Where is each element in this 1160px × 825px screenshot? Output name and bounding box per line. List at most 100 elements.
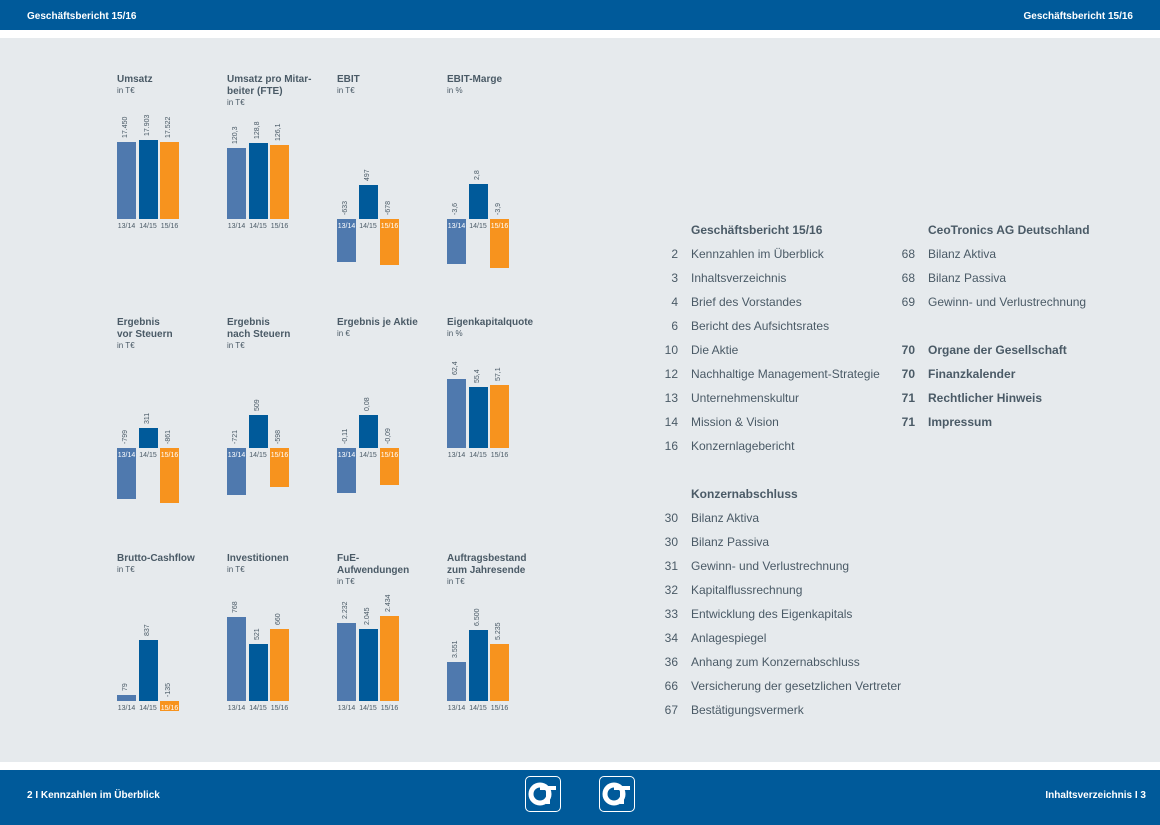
chart-title-line: EBIT [337, 74, 360, 85]
value-label: 62,4 [452, 361, 459, 376]
chart-title: EBIT-Marge in % [447, 74, 502, 96]
toc-heading: CeoTronics AG Deutschland [928, 223, 1090, 237]
kpi-chart: Ergebnis nach Steuern in T€ [227, 317, 332, 517]
value-label: -799 [122, 429, 129, 444]
bar-13-14 [337, 622, 356, 701]
chart-title: Ergebnis nach Steuern in T€ [227, 317, 290, 351]
value-label: 128,8 [253, 121, 261, 139]
value-label: 5.235 [495, 622, 502, 640]
toc-page-number: 68 [901, 247, 915, 261]
footer-bar: 2 I Kennzahlen im Überblick Inhaltsverze… [0, 770, 1160, 825]
toc-page-number: 16 [664, 439, 678, 453]
category-label: 14/15 [469, 452, 487, 459]
value-label: 497 [363, 169, 371, 181]
toc-page-number: 3 [671, 271, 678, 285]
bar-15-16 [380, 615, 399, 701]
toc-item-title: Bestätigungsvermerk [691, 703, 804, 717]
kpi-chart: EBIT in T€ [337, 74, 442, 274]
bar-14-15 [138, 639, 158, 701]
content-panel [0, 38, 1160, 762]
toc-page-number: 68 [901, 271, 915, 285]
bar-13-14 [227, 617, 246, 701]
bar-15-16 [490, 219, 509, 268]
bar-13-14 [117, 142, 136, 219]
value-label: 126,1 [275, 123, 282, 141]
category-label: 15/16 [380, 705, 399, 712]
bar-13-14 [447, 219, 466, 264]
chart-title: Eigenkapitalquote in % [447, 317, 533, 339]
toc-page-number: 71 [901, 391, 915, 405]
category-label: 13/14 [227, 452, 246, 459]
bar-14-15 [358, 629, 378, 701]
category-label: 14/15 [249, 223, 267, 230]
toc-item-title: Kapitalflussrechnung [691, 583, 803, 597]
value-label: 17.522 [165, 116, 172, 138]
bar-14-15 [138, 428, 158, 448]
ceotronics-logo-icon [525, 776, 561, 812]
chart-title: Investitionen in T€ [227, 553, 289, 575]
chart-title-line: vor Steuern [117, 329, 173, 340]
bar-15-16 [380, 448, 399, 486]
toc-page-number: 66 [664, 679, 678, 693]
value-label: 837 [143, 624, 151, 636]
toc-page-number: 70 [901, 367, 915, 381]
bar-14-15 [138, 140, 158, 219]
header-left-title: Geschäftsbericht 15/16 [27, 11, 137, 22]
toc-item-title: Mission & Vision [691, 415, 779, 429]
toc-item-title: Versicherung der gesetzlichen Vertreter [691, 679, 902, 693]
kpi-chart: Umsatz pro Mitar-beiter (FTE) in T€ [227, 74, 332, 274]
chart-title: Ergebnis je Aktie in € [337, 317, 418, 339]
bar-13-14 [447, 379, 466, 448]
toc-item-title: Die Aktie [691, 343, 739, 357]
chart-title-line: Umsatz [117, 74, 153, 85]
toc-page-number: 67 [664, 703, 678, 717]
chart-title: FuE- Aufwendungen in T€ [337, 553, 409, 587]
toc-page-number: 30 [664, 511, 678, 525]
chart-unit: in € [337, 329, 350, 338]
category-label: 14/15 [249, 705, 267, 712]
category-label: 15/16 [490, 223, 509, 230]
chart-unit: in % [447, 329, 463, 338]
category-label: 13/14 [337, 705, 356, 712]
value-label: 6.500 [473, 608, 481, 627]
category-label: 14/15 [469, 223, 487, 230]
toc-page-number: 12 [664, 367, 678, 381]
kpi-chart: Investitionen in T€ [227, 553, 332, 753]
value-label: -721 [232, 429, 239, 444]
chart-unit: in T€ [117, 86, 135, 95]
bar-13-14 [117, 448, 136, 500]
toc-item-title: Anlagespiegel [691, 631, 767, 645]
toc-page-number: 36 [664, 655, 678, 669]
value-label: -861 [165, 429, 172, 444]
bar-15-16 [490, 385, 509, 448]
category-label: 15/16 [160, 223, 179, 230]
toc-item-title: Bilanz Passiva [928, 271, 1007, 285]
chart-title-line: FuE- [337, 553, 360, 564]
chart-title: Umsatz in T€ [117, 74, 153, 96]
value-label: 17.903 [143, 114, 151, 137]
value-label: 768 [232, 601, 239, 614]
toc-item-title: Nachhaltige Management-Strategie [691, 367, 880, 381]
value-label: 57,1 [495, 367, 502, 382]
chart-unit: in T€ [117, 341, 135, 350]
chart-unit: in T€ [227, 341, 245, 350]
bar-13-14 [337, 448, 356, 494]
toc-page-number: 10 [664, 343, 678, 357]
bar-14-15 [468, 630, 488, 701]
category-label: 15/16 [160, 705, 179, 712]
bar-15-16 [160, 448, 179, 504]
category-label: 13/14 [337, 223, 356, 230]
kpi-chart: Eigenkapitalquote in % [447, 317, 552, 517]
category-label: 13/14 [227, 705, 246, 712]
value-label: 2.434 [385, 594, 392, 612]
bar-14-15 [358, 185, 378, 219]
toc-item-title: Gewinn- und Verlustrechnung [928, 295, 1087, 309]
category-label: 14/15 [359, 223, 377, 230]
toc-item-title: Anhang zum Konzernabschluss [691, 655, 860, 669]
toc-item-title: Rechtlicher Hinweis [928, 391, 1043, 405]
category-label: 13/14 [117, 452, 136, 459]
chart-title-line: Ergebnis je Aktie [337, 317, 418, 328]
category-label: 15/16 [270, 452, 289, 459]
category-label: 14/15 [139, 705, 157, 712]
toc-page-number: 2 [671, 247, 678, 261]
